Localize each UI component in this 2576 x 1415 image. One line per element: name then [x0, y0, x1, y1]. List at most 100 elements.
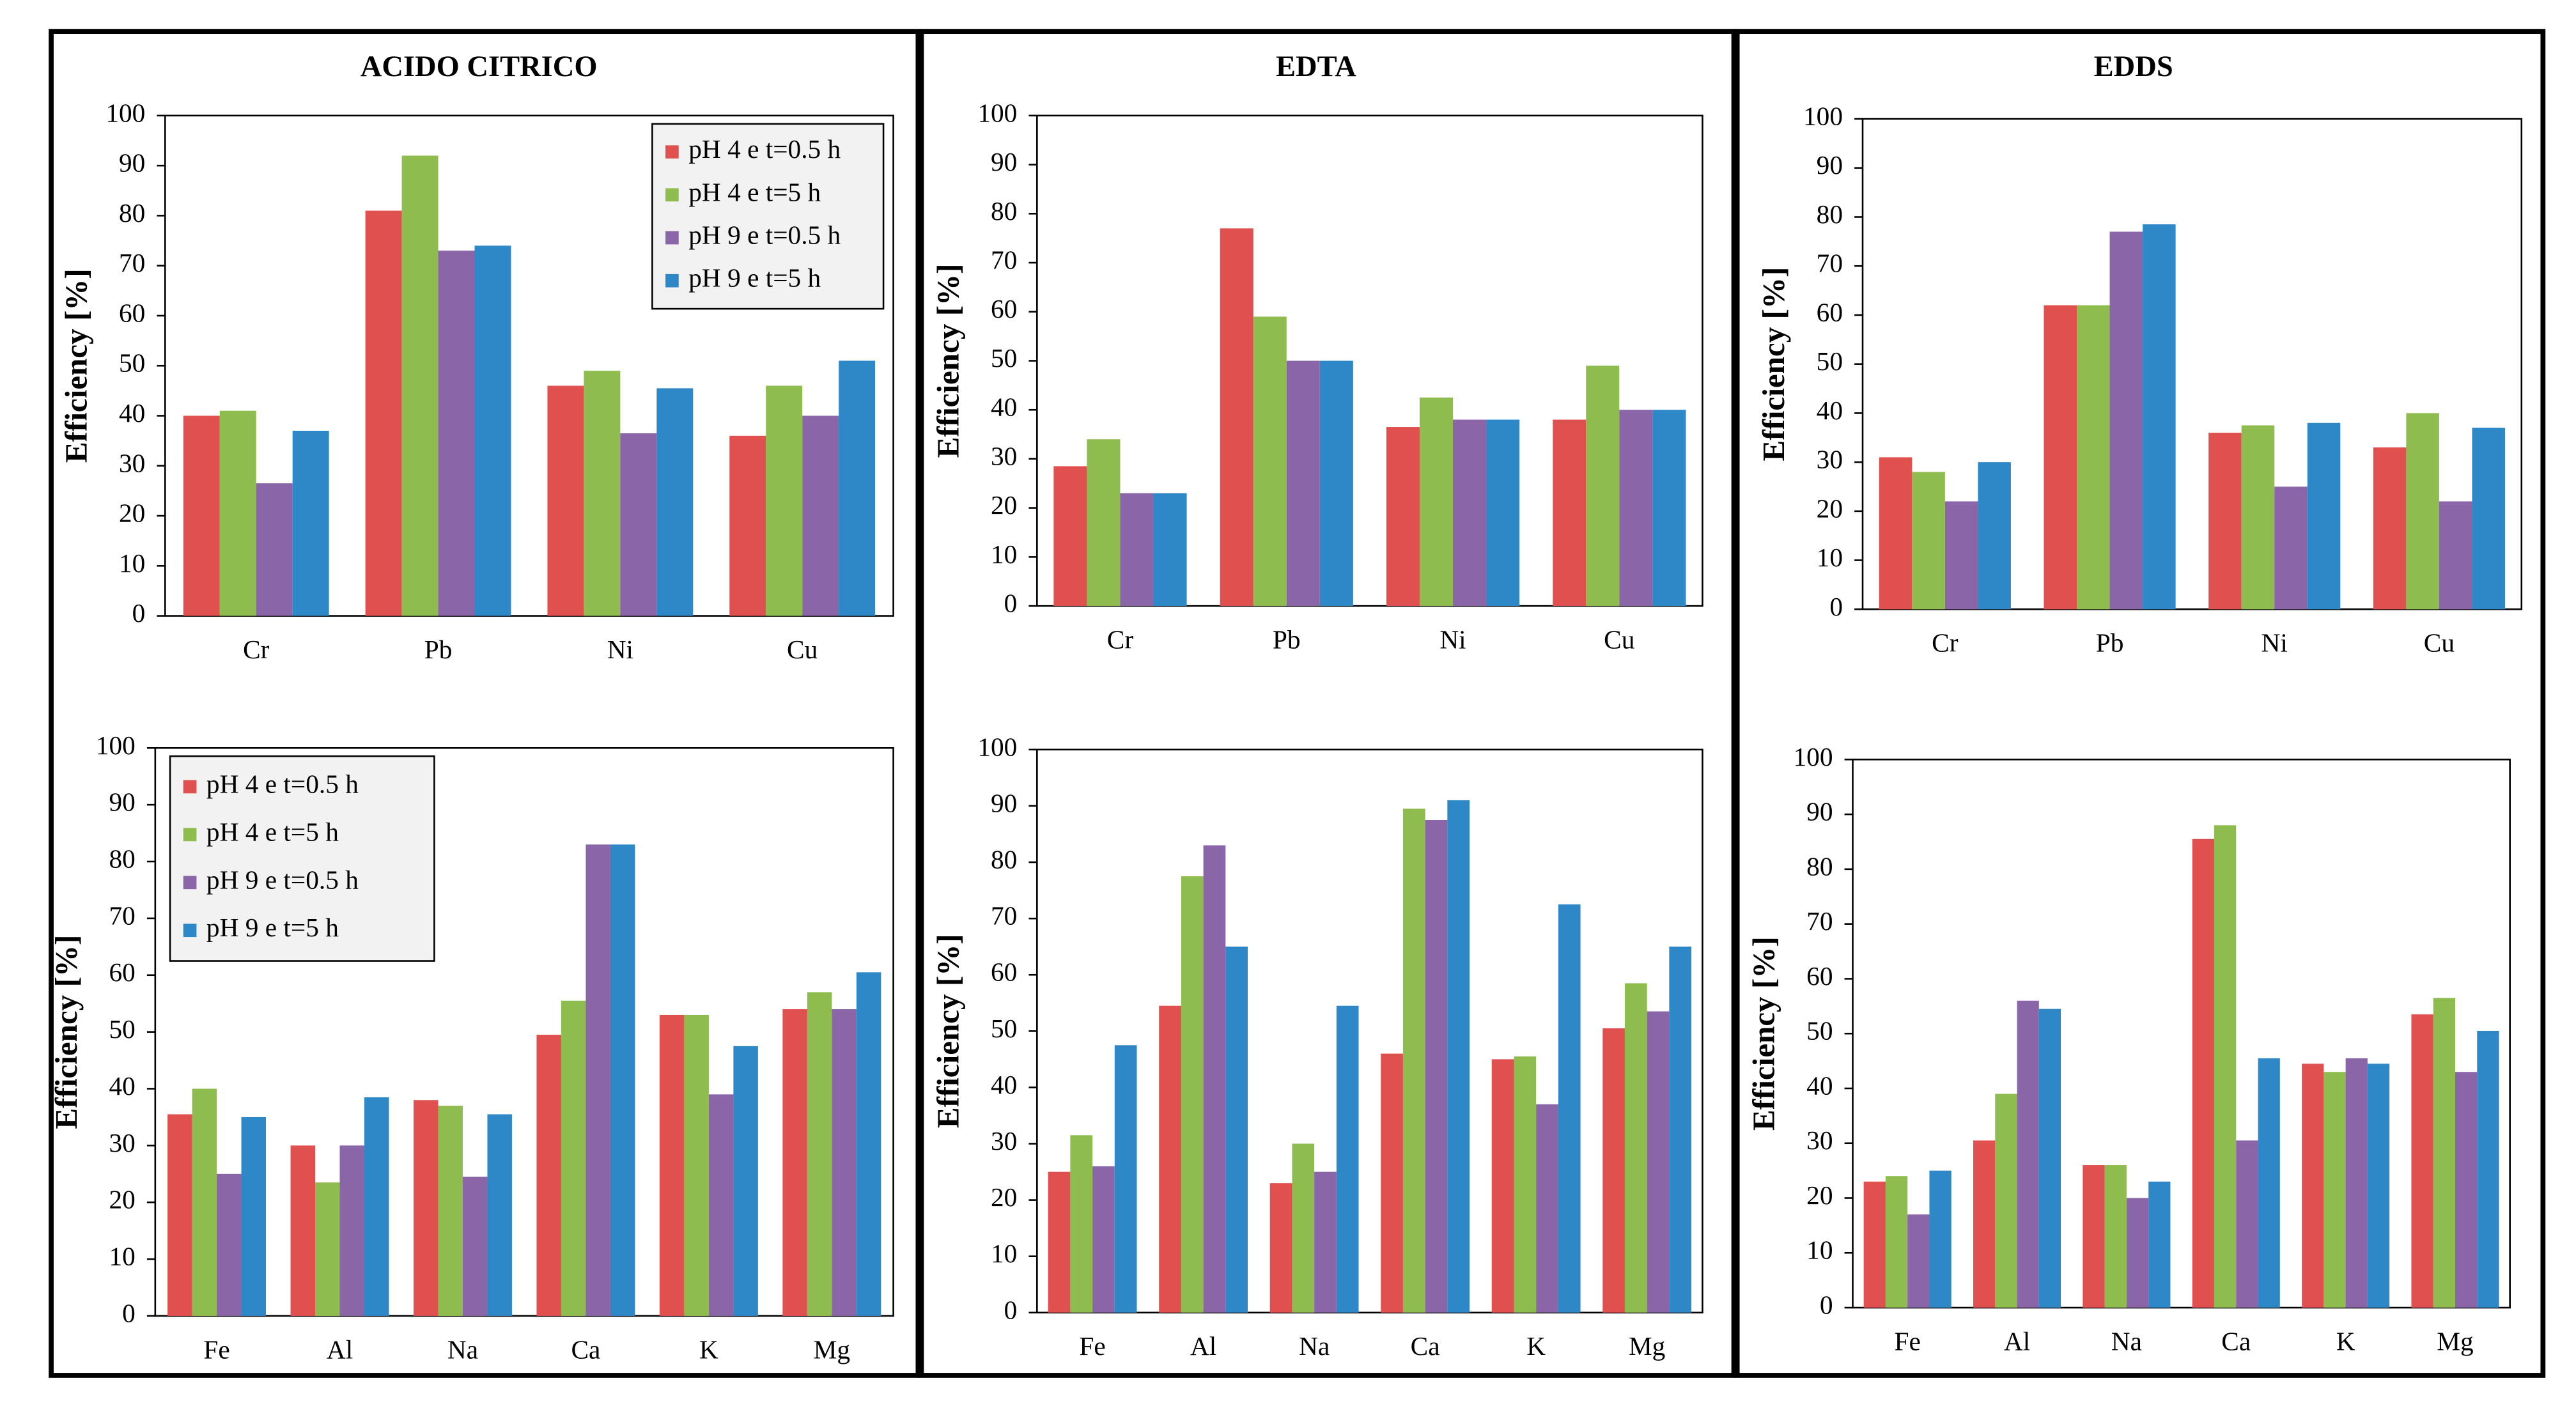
y-tick-label: 60 — [991, 957, 1017, 987]
y-tick-label: 40 — [109, 1071, 136, 1101]
bar — [1447, 800, 1470, 1313]
bar — [1225, 947, 1248, 1313]
y-tick-label: 40 — [1806, 1071, 1833, 1100]
bar — [802, 415, 839, 616]
legend-label: pH 9 e t=0.5 h — [206, 865, 359, 894]
bar — [1652, 410, 1686, 607]
bar — [2126, 1198, 2149, 1308]
y-tick-label: 50 — [119, 348, 145, 378]
y-tick-label: 30 — [1806, 1125, 1833, 1155]
legend-swatch — [665, 188, 679, 202]
legend-label: pH 4 e t=0.5 h — [206, 769, 359, 798]
bar — [2406, 413, 2439, 610]
y-tick-label: 50 — [1806, 1016, 1833, 1046]
y-tick-label: 50 — [991, 343, 1017, 373]
bar — [1292, 1143, 1315, 1313]
y-tick-label: 0 — [1829, 592, 1843, 621]
y-tick-label: 40 — [991, 1070, 1017, 1099]
bar — [1536, 1104, 1558, 1313]
bar — [315, 1182, 340, 1316]
bar — [1907, 1214, 1930, 1308]
y-tick-label: 60 — [991, 294, 1017, 323]
bar — [620, 433, 657, 616]
y-tick-label: 0 — [1004, 1295, 1018, 1324]
y-tick-label: 80 — [991, 196, 1017, 226]
bar — [2477, 1030, 2499, 1308]
x-tick-label: K — [2336, 1326, 2355, 1356]
x-tick-label: Al — [327, 1334, 353, 1364]
bar — [1885, 1176, 1908, 1308]
x-tick-label: Fe — [1895, 1326, 1921, 1356]
bar — [2044, 305, 2077, 610]
y-tick-label: 70 — [991, 901, 1017, 931]
legend-swatch — [665, 274, 679, 288]
y-tick-label: 70 — [991, 245, 1017, 275]
x-tick-label: Mg — [814, 1334, 850, 1364]
bar — [1092, 1166, 1115, 1313]
bar — [1286, 360, 1320, 607]
x-tick-label: K — [699, 1334, 718, 1364]
y-tick-label: 10 — [991, 539, 1017, 569]
bar — [487, 1114, 512, 1316]
y-tick-label: 30 — [1817, 445, 1843, 474]
chart-title: EDTA — [1276, 50, 1356, 83]
chart-title: EDDS — [2094, 50, 2173, 83]
bar — [1586, 366, 1620, 607]
bar — [2241, 425, 2275, 610]
y-tick-label: 80 — [1806, 851, 1833, 881]
y-tick-label: 80 — [119, 198, 145, 228]
bar — [2208, 433, 2242, 610]
bar — [684, 1014, 709, 1316]
bar — [192, 1088, 217, 1316]
x-tick-label: Ca — [2221, 1326, 2251, 1356]
y-tick-label: 80 — [1817, 199, 1843, 229]
y-tick-label: 10 — [991, 1239, 1017, 1268]
y-tick-label: 50 — [991, 1014, 1017, 1043]
panel-frame — [1734, 29, 2546, 1378]
x-tick-label: Ca — [571, 1334, 600, 1364]
y-tick-label: 30 — [991, 441, 1017, 470]
bar — [1863, 1181, 1886, 1308]
bar — [1048, 1171, 1071, 1313]
bar — [1087, 439, 1121, 607]
y-axis-label: Efficiency [%] — [1746, 936, 1781, 1131]
legend-box — [651, 123, 885, 310]
bar — [1386, 427, 1420, 607]
legend-swatch — [183, 780, 197, 794]
bar — [2214, 825, 2237, 1308]
y-tick-label: 30 — [109, 1128, 136, 1157]
y-tick-label: 100 — [1803, 102, 1843, 131]
legend-label: pH 4 e t=5 h — [206, 817, 339, 846]
bar — [401, 155, 438, 616]
bar — [1558, 904, 1581, 1313]
bar — [1425, 819, 1448, 1313]
bar — [1995, 1094, 2017, 1308]
y-tick-label: 70 — [109, 901, 136, 930]
y-tick-label: 30 — [991, 1126, 1017, 1156]
legend-swatch — [183, 876, 197, 890]
y-tick-label: 90 — [991, 147, 1017, 176]
y-axis-label: Efficiency [%] — [930, 934, 965, 1128]
bar — [413, 1100, 438, 1316]
x-tick-label: Na — [447, 1334, 478, 1364]
panel-frame — [919, 29, 1737, 1378]
bar — [1053, 466, 1087, 607]
bar — [1669, 947, 1692, 1313]
y-tick-label: 60 — [119, 298, 145, 327]
bar — [1619, 410, 1653, 607]
y-axis-label: Efficiency [%] — [930, 264, 965, 458]
bar — [2367, 1063, 2390, 1308]
bar — [729, 435, 766, 616]
bar — [1624, 983, 1647, 1313]
bar — [656, 388, 694, 616]
bar — [1319, 360, 1353, 607]
bar — [1978, 462, 2011, 610]
bar — [1419, 398, 1454, 607]
x-tick-label: Ni — [1439, 624, 1466, 654]
y-axis-label: Efficiency [%] — [49, 935, 84, 1129]
plot-area — [1852, 759, 2511, 1309]
legend-box — [169, 755, 435, 962]
bar — [1973, 1140, 1996, 1308]
